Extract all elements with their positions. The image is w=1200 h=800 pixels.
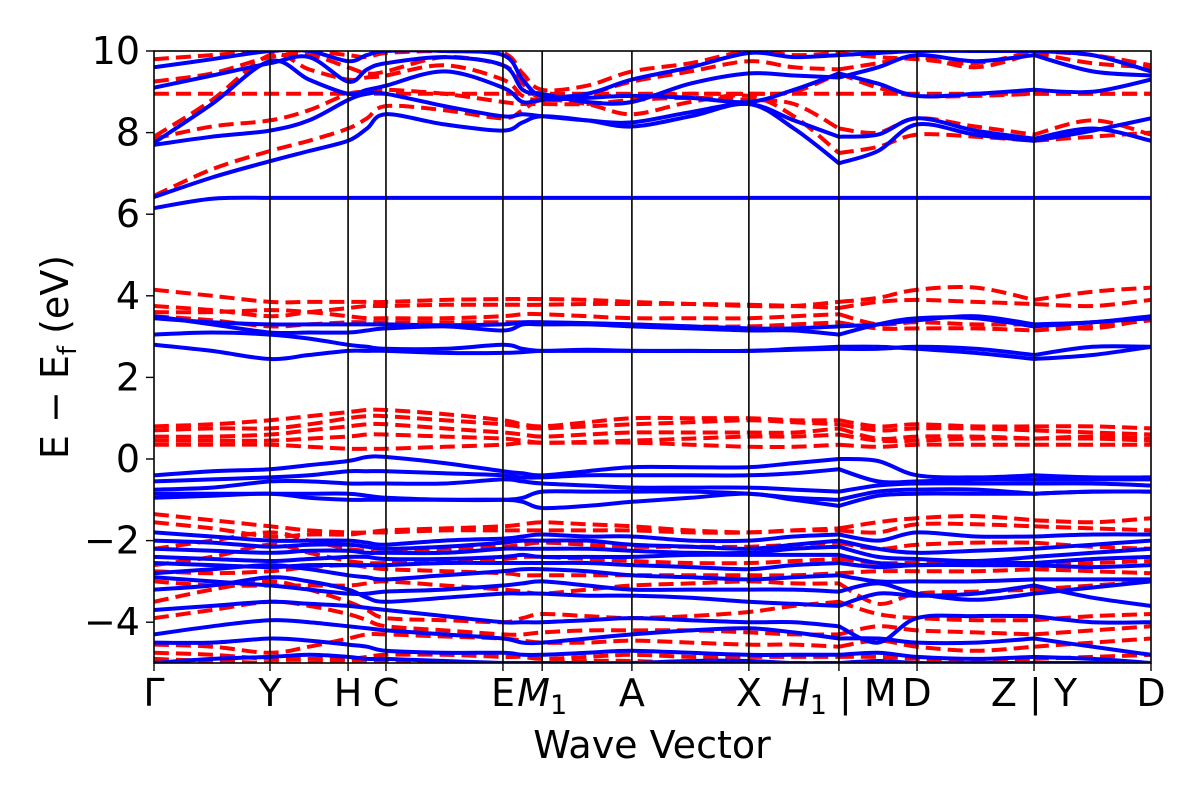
x-tick-label: Y (257, 671, 282, 715)
spin-down-band (154, 413, 839, 433)
y-axis-ticks: −4 −2 0 2 4 6 8 10 (84, 29, 154, 644)
spin-down-band (154, 421, 840, 439)
spin-down-band (154, 308, 839, 321)
spin-down-band (154, 301, 839, 319)
spin-down-band (1033, 624, 1151, 637)
spin-up-band (836, 51, 1036, 58)
y-axis-label: E − Ef (eV) (33, 255, 83, 459)
x-tick-label: D (1136, 671, 1165, 715)
spin-up-band (1032, 583, 1151, 608)
spin-up-band (1032, 344, 1151, 361)
spin-down-band (1033, 285, 1151, 302)
y-tick-label: 6 (116, 192, 140, 236)
spin-down-band (1033, 524, 1151, 533)
x-tick-label: A (619, 671, 645, 715)
spin-up-band (1032, 473, 1151, 480)
y-tick-label: 4 (116, 274, 140, 318)
spin-up-band (1032, 344, 1151, 357)
spin-down-band (154, 51, 840, 93)
y-tick-label: 8 (116, 111, 140, 155)
x-axis-label: Wave Vector (533, 723, 771, 767)
spin-up-band (1032, 554, 1151, 565)
spin-down-band (1033, 428, 1151, 437)
spin-up-band (154, 652, 841, 663)
spin-down-band (1033, 118, 1151, 137)
high-symmetry-lines (269, 51, 1035, 663)
spin-down-band (1033, 297, 1151, 309)
y-tick-label: −2 (84, 519, 140, 563)
y-axis-label-unit: (eV) (33, 255, 77, 346)
y-tick-label: −4 (84, 600, 140, 644)
spin-down-band (1033, 516, 1151, 525)
spin-down-band (154, 407, 839, 429)
x-tick-label: H1 | M (781, 671, 897, 721)
spin-down-band (1033, 436, 1151, 443)
y-tick-label: 10 (92, 29, 140, 73)
x-tick-label: Z | Y (991, 671, 1078, 716)
x-tick-label: M1 (517, 671, 567, 721)
spin-up-band (1032, 546, 1151, 559)
spin-down-band (154, 632, 840, 655)
spin-down-band (154, 520, 839, 539)
spin-up-band (1032, 116, 1151, 143)
spin-down-band (1033, 318, 1151, 333)
spin-up-band (1032, 53, 1151, 78)
y-tick-label: 2 (116, 355, 140, 399)
spin-up-band (1032, 532, 1151, 539)
spin-down-band (838, 442, 1034, 449)
spin-up-band (1032, 489, 1151, 496)
spin-down-band (1033, 636, 1151, 649)
spin-up-band (1032, 126, 1151, 143)
spin-down-band (1033, 51, 1151, 70)
x-tick-label: X (736, 671, 762, 715)
spin-up-band (1032, 316, 1151, 329)
y-axis-label-sub: f (53, 345, 83, 355)
x-tick-label: E (491, 671, 515, 715)
spin-up-band (1032, 614, 1151, 625)
spin-down-band (838, 116, 1035, 137)
y-axis-label-main: E − E (33, 355, 77, 459)
spin-up-band (1032, 563, 1151, 570)
spin-down-band (154, 650, 839, 662)
spin-up-band (836, 659, 1036, 663)
spin-down-band (1033, 567, 1151, 576)
y-tick-label: 0 (116, 437, 140, 481)
spin-up-band (1032, 579, 1151, 596)
x-tick-label: Γ (143, 671, 164, 715)
x-tick-label: D (902, 671, 931, 715)
spin-down-band (1033, 424, 1151, 431)
spin-up-band (1032, 481, 1151, 488)
spin-down-band (154, 440, 840, 451)
spin-up-band (1032, 636, 1151, 657)
spin-down-band (154, 432, 840, 445)
spin-up-band (1032, 538, 1151, 551)
plot-frame (153, 50, 1152, 664)
x-tick-label: H (334, 671, 363, 715)
x-tick-label: C (373, 671, 400, 715)
spin-up-band (1032, 77, 1151, 95)
